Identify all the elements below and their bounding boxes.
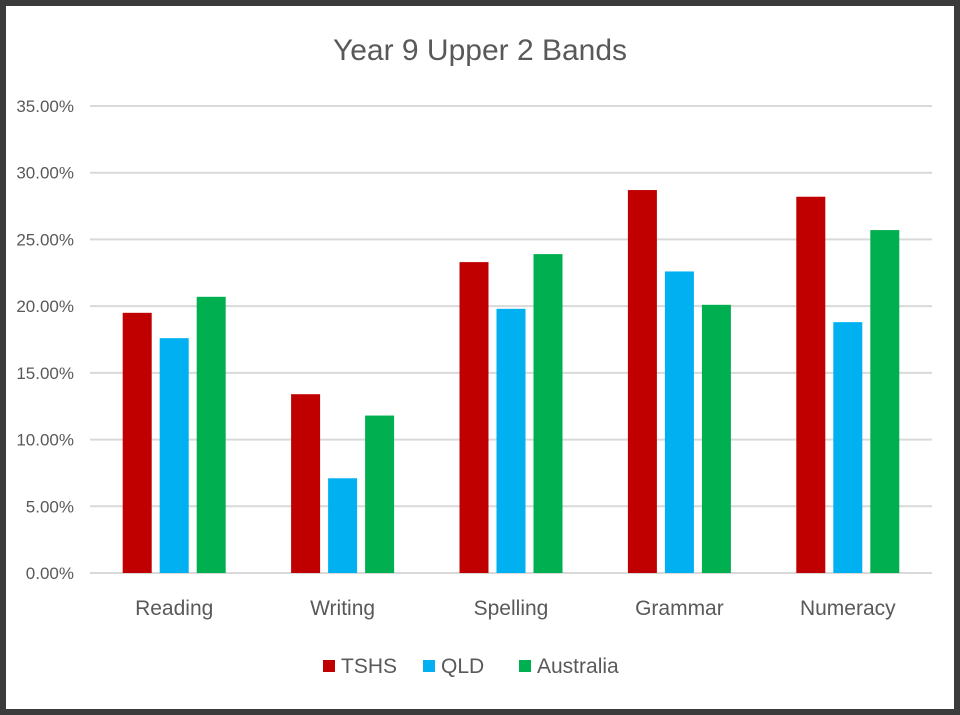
legend-label: TSHS bbox=[341, 655, 397, 678]
bar-tshs-spelling bbox=[459, 262, 489, 573]
legend: TSHS QLD Australia bbox=[323, 655, 619, 678]
legend-swatch bbox=[323, 660, 335, 672]
gridlines bbox=[90, 105, 932, 574]
bar-australia-writing bbox=[365, 415, 395, 573]
legend-label: QLD bbox=[441, 655, 484, 678]
x-tick-label: Reading bbox=[135, 597, 213, 620]
legend-item-qld: QLD bbox=[423, 655, 484, 678]
y-tick-label: 5.00% bbox=[26, 497, 74, 516]
bar-qld-numeracy bbox=[833, 322, 863, 573]
x-tick-label: Spelling bbox=[474, 597, 549, 620]
y-tick-label: 15.00% bbox=[16, 364, 74, 383]
bar-australia-grammar bbox=[701, 304, 731, 573]
bars bbox=[122, 190, 900, 574]
bar-tshs-grammar bbox=[627, 190, 657, 573]
legend-label: Australia bbox=[537, 655, 619, 678]
bar-tshs-reading bbox=[122, 312, 152, 573]
y-tick-label: 0.00% bbox=[26, 564, 74, 583]
bar-tshs-writing bbox=[291, 394, 321, 573]
legend-swatch bbox=[519, 660, 531, 672]
bar-qld-reading bbox=[159, 338, 189, 573]
legend-item-tshs: TSHS bbox=[323, 655, 397, 678]
y-tick-label: 35.00% bbox=[16, 97, 74, 116]
bar-tshs-numeracy bbox=[796, 196, 826, 573]
bar-australia-reading bbox=[196, 296, 226, 573]
bar-qld-writing bbox=[328, 478, 358, 573]
bar-australia-numeracy bbox=[870, 230, 900, 574]
y-tick-label: 20.00% bbox=[16, 297, 74, 316]
x-tick-label: Writing bbox=[310, 597, 375, 620]
y-tick-label: 30.00% bbox=[16, 164, 74, 183]
bar-australia-spelling bbox=[533, 254, 563, 573]
x-axis-ticks: Reading Writing Spelling Grammar Numeracy bbox=[135, 597, 896, 620]
legend-item-australia: Australia bbox=[519, 655, 619, 678]
y-axis-ticks: 0.00% 5.00% 10.00% 15.00% 20.00% 25.00% 30.00%… bbox=[16, 97, 74, 583]
x-tick-label: Grammar bbox=[635, 597, 724, 620]
bar-qld-grammar bbox=[664, 271, 694, 573]
x-tick-label: Numeracy bbox=[800, 597, 896, 620]
y-tick-label: 25.00% bbox=[16, 230, 74, 249]
bar-qld-spelling bbox=[496, 308, 526, 573]
legend-swatch bbox=[423, 660, 435, 672]
chart-title: Year 9 Upper 2 Bands bbox=[333, 34, 627, 67]
y-tick-label: 10.00% bbox=[16, 431, 74, 450]
